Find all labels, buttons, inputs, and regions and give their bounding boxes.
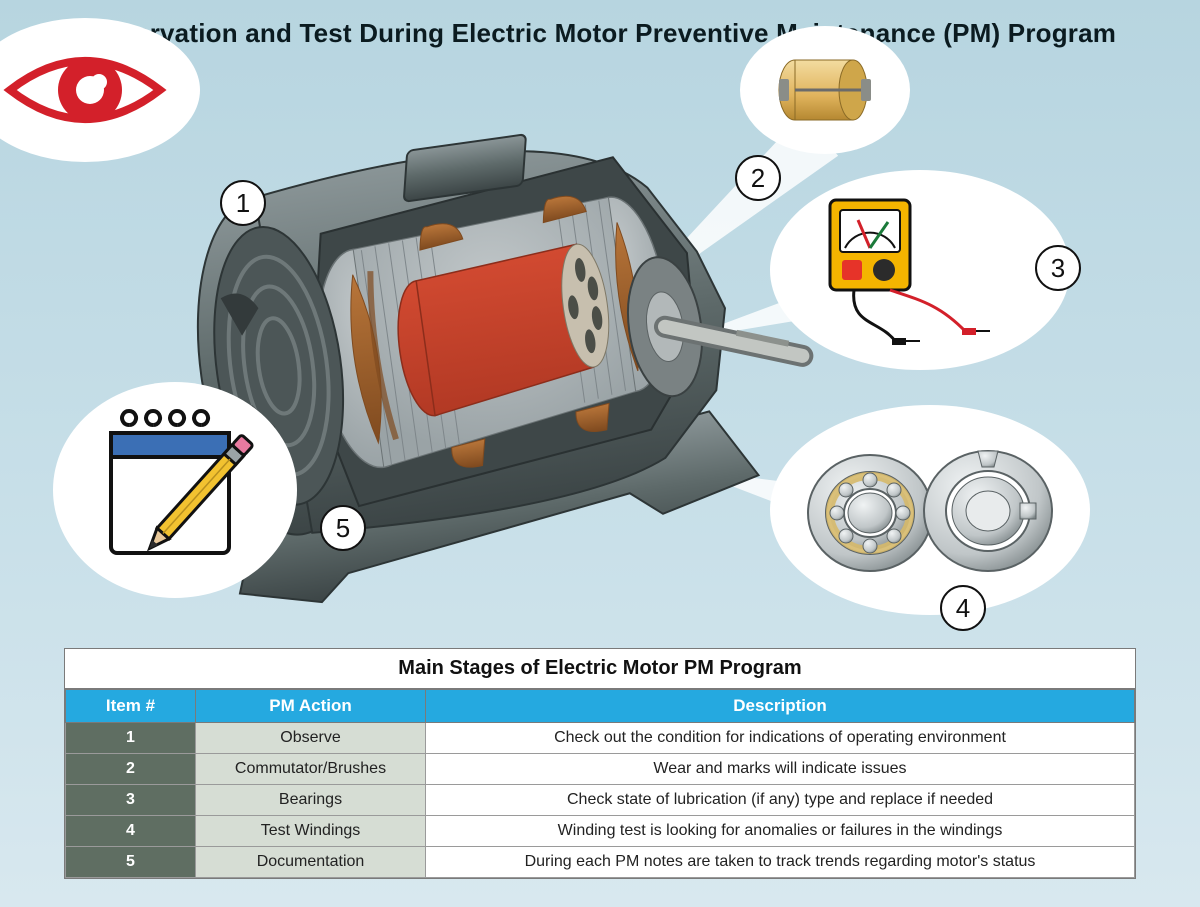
cell-item: 4	[66, 816, 196, 847]
callout-number-4: 4	[940, 585, 986, 631]
cell-action: Test Windings	[196, 816, 426, 847]
pm-table: Main Stages of Electric Motor PM Program…	[64, 648, 1136, 879]
table-row: 4Test WindingsWinding test is looking fo…	[66, 816, 1135, 847]
cell-action: Documentation	[196, 847, 426, 878]
num-label: 4	[956, 593, 970, 624]
cell-item: 5	[66, 847, 196, 878]
cell-desc: Winding test is looking for anomalies or…	[426, 816, 1135, 847]
num-label: 2	[751, 163, 765, 194]
num-label: 1	[236, 188, 250, 219]
cell-action: Observe	[196, 723, 426, 754]
callout-notepad	[53, 382, 297, 598]
eye-icon	[0, 40, 170, 140]
table-row: 2Commutator/BrushesWear and marks will i…	[66, 754, 1135, 785]
cell-item: 3	[66, 785, 196, 816]
num-label: 5	[336, 513, 350, 544]
table-row: 1ObserveCheck out the condition for indi…	[66, 723, 1135, 754]
notepad-icon	[85, 405, 265, 575]
cell-item: 1	[66, 723, 196, 754]
cell-desc: Check state of lubrication (if any) type…	[426, 785, 1135, 816]
callout-number-1: 1	[220, 180, 266, 226]
table-header-row: Item # PM Action Description	[66, 690, 1135, 723]
callout-number-5: 5	[320, 505, 366, 551]
callout-bearings	[770, 405, 1090, 615]
cell-action: Bearings	[196, 785, 426, 816]
multimeter-icon	[810, 190, 1030, 350]
bearing-icon	[790, 425, 1070, 595]
commutator-icon	[765, 45, 885, 135]
cell-desc: Wear and marks will indicate issues	[426, 754, 1135, 785]
cell-item: 2	[66, 754, 196, 785]
cell-desc: Check out the condition for indications …	[426, 723, 1135, 754]
callout-number-2: 2	[735, 155, 781, 201]
page-title: Observation and Test During Electric Mot…	[0, 18, 1200, 49]
cell-desc: During each PM notes are taken to track …	[426, 847, 1135, 878]
th-action: PM Action	[196, 690, 426, 723]
table: Item # PM Action Description 1ObserveChe…	[65, 689, 1135, 878]
num-label: 3	[1051, 253, 1065, 284]
callout-commutator	[740, 26, 910, 154]
table-row: 5DocumentationDuring each PM notes are t…	[66, 847, 1135, 878]
th-desc: Description	[426, 690, 1135, 723]
callout-multimeter	[770, 170, 1070, 370]
table-title: Main Stages of Electric Motor PM Program	[65, 649, 1135, 689]
callout-number-3: 3	[1035, 245, 1081, 291]
infographic-canvas: Observation and Test During Electric Mot…	[0, 0, 1200, 907]
table-row: 3BearingsCheck state of lubrication (if …	[66, 785, 1135, 816]
th-item: Item #	[66, 690, 196, 723]
cell-action: Commutator/Brushes	[196, 754, 426, 785]
